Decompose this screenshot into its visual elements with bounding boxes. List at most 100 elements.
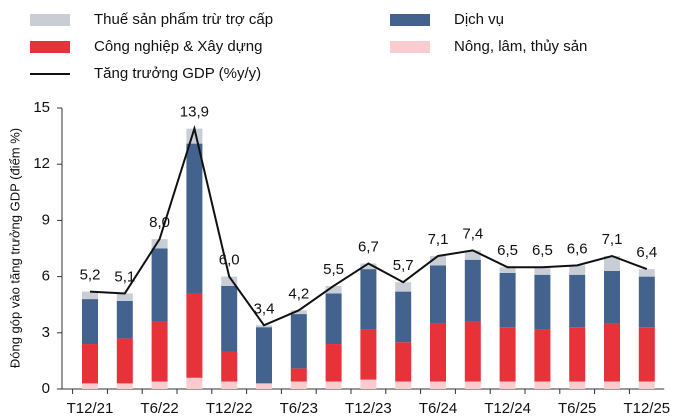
bar-segment [116, 383, 133, 389]
bar-segment [360, 263, 377, 270]
bar-segment [151, 321, 168, 382]
bar-segment [604, 255, 620, 271]
data-label: 5,5 [323, 261, 344, 278]
y-tick-label: 0 [42, 380, 50, 397]
data-label: 5,2 [80, 267, 101, 284]
x-tick-label: T12/23 [345, 400, 392, 417]
bar-segment [534, 267, 551, 275]
bar-segment [256, 383, 272, 389]
bar-segment [221, 285, 238, 352]
bar-segment [116, 338, 133, 384]
bar-segment [325, 293, 342, 345]
bar-segment [186, 143, 203, 294]
bar-segment [82, 344, 98, 384]
bar-segment [221, 381, 238, 389]
x-tick-label: T12/21 [67, 400, 114, 417]
bar-segment [82, 291, 98, 300]
bar-segment [290, 310, 307, 315]
bar-segment [290, 381, 307, 389]
data-label: 5,1 [114, 268, 135, 285]
bar-segment [430, 381, 446, 389]
data-label: 13,9 [180, 104, 209, 121]
bar-segment [499, 327, 516, 382]
legend-swatch [390, 14, 430, 26]
legend-label: Tăng trưởng GDP (%y/y) [94, 65, 261, 82]
bar-segment [186, 293, 203, 378]
bar-segment [499, 381, 516, 389]
bar-segment [499, 272, 516, 328]
bar-segment [395, 291, 412, 343]
gdp-line [89, 124, 648, 327]
bar-segment [534, 329, 551, 382]
bar-segment [82, 383, 98, 389]
bar-segment [569, 381, 586, 389]
bar-segment [464, 381, 481, 389]
bar-segment [395, 381, 412, 389]
bar-segment [464, 250, 481, 260]
bar-segment [360, 269, 377, 330]
bar-segment [116, 293, 133, 301]
legend-label: Thuế sản phẩm trừ trợ cấp [94, 11, 273, 28]
y-axis-label: Đóng góp vào tăng trưởng GDP (điểm %) [7, 128, 22, 368]
bar-segment [569, 265, 586, 275]
legend-swatch [390, 41, 430, 53]
data-label: 3,4 [254, 300, 275, 317]
legend-label: Công nghiệp & Xây dựng [94, 38, 263, 55]
bar-segment [430, 265, 446, 324]
y-tick-label: 9 [42, 211, 50, 228]
data-label: 7,4 [462, 225, 483, 242]
data-label: 7,1 [428, 231, 449, 248]
bar-segment [569, 327, 586, 382]
bar-segment [360, 379, 377, 389]
bar-segment [151, 248, 168, 322]
bar-segment [325, 285, 342, 294]
bar-segment [325, 344, 342, 382]
legend-swatch [30, 41, 70, 53]
bar-segment [430, 323, 446, 382]
legend-label: Nông, lâm, thủy sản [454, 38, 587, 55]
data-label: 6,6 [567, 240, 588, 257]
data-label: 6,4 [636, 244, 657, 261]
bar-segment [638, 327, 655, 382]
bar-segment [464, 259, 481, 322]
bar-segment [151, 239, 168, 249]
x-tick-label: T12/25 [623, 400, 670, 417]
bar-segment [221, 276, 238, 286]
x-tick-label: T12/22 [206, 400, 253, 417]
bar-segment [325, 381, 342, 389]
bar-segment [604, 381, 620, 389]
bar-segment [395, 342, 412, 382]
bar-segment [151, 381, 168, 389]
bar-segment [534, 274, 551, 330]
bar-segment [604, 323, 620, 382]
data-label: 5,7 [393, 257, 414, 274]
bar-segment [360, 329, 377, 380]
bar-segment [290, 368, 307, 382]
data-label: 6,5 [497, 242, 518, 259]
bar-segment [569, 274, 586, 328]
bar-segment [116, 300, 133, 339]
x-tick-label: T6/25 [558, 400, 596, 417]
x-tick-label: T6/23 [280, 400, 318, 417]
bar-segment [638, 381, 655, 389]
bar-segment [395, 282, 412, 292]
bar-segment [604, 270, 620, 324]
y-tick-label: 15 [33, 99, 50, 116]
legend-swatch [30, 14, 70, 26]
legend-label: Dịch vụ [454, 11, 504, 28]
y-tick-label: 12 [33, 155, 50, 172]
bar-segment [290, 314, 307, 369]
y-tick-label: 3 [42, 324, 50, 341]
bar-segment [638, 276, 655, 328]
data-label: 8,0 [149, 214, 170, 231]
bar-segment [186, 377, 203, 389]
data-label: 6,0 [219, 252, 240, 269]
bar-segment [638, 269, 655, 277]
x-tick-label: T12/24 [484, 400, 531, 417]
data-label: 6,5 [532, 242, 553, 259]
y-tick-label: 6 [42, 268, 50, 285]
bar-segment [464, 321, 481, 382]
data-label: 4,2 [288, 285, 309, 302]
data-label: 6,7 [358, 238, 379, 255]
bar-segment [430, 255, 446, 266]
